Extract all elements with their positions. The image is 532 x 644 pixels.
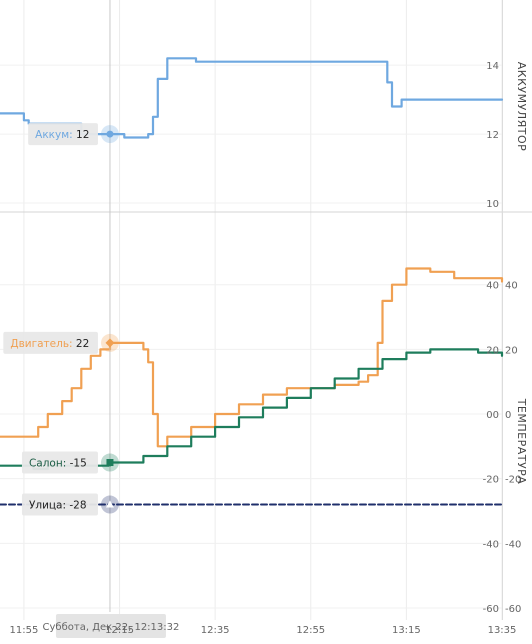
y-tick-label-right: 20 [505, 345, 518, 356]
y-tick-label: 00 [486, 410, 499, 421]
tooltip-series-value: -28 [66, 500, 87, 512]
y-tick-label: -60 [483, 604, 499, 615]
grid [0, 0, 503, 620]
y-tick-label: -40 [483, 539, 499, 550]
tooltip-label-Аккум: Аккум: 12 [35, 129, 89, 141]
tooltip-box-Улица [21, 493, 98, 516]
y-tick-label: 14 [486, 61, 499, 72]
tooltip-series-name: Салон: [29, 458, 66, 470]
series-line-Салон [0, 348, 504, 471]
tooltip-series-name: Аккум: [35, 129, 73, 141]
marker-Аккум [106, 130, 114, 138]
y-axis-title: АККУМУЛЯТОР [515, 62, 528, 151]
tooltip-label-Двигатель: Двигатель: 22 [10, 338, 89, 350]
tooltip-series-value: 12 [73, 129, 90, 141]
tooltips: Аккум: 12 Двигатель: 22 Салон: -15 Улица: -… [3, 123, 119, 516]
y-tick-label-right: 40 [505, 281, 518, 292]
tooltip-label-Улица: Улица: -28 [29, 500, 87, 512]
cursor-time-box [55, 614, 166, 638]
tooltip-series-name: Двигатель: [10, 338, 72, 350]
y-axis-title: ТЕМПЕРАТУРА [515, 398, 528, 485]
tooltip-box-Аккум [28, 123, 98, 146]
y-tick-label-right: 0 [505, 410, 511, 421]
tooltip-box-Двигатель [3, 331, 98, 354]
y-tick-label: 12 [486, 130, 499, 141]
hover-cursor: Суббота, Дек 22, 12:13:32 [43, 0, 180, 638]
y-tick-label: 40 [486, 281, 499, 292]
x-tick-label: 12:55 [296, 625, 325, 636]
tooltip-series-name: Улица: [29, 500, 66, 512]
y-tick-label: 20 [486, 345, 499, 356]
tooltip-series-value: -15 [66, 458, 87, 470]
x-tick-label: 12:35 [201, 625, 230, 636]
x-tick-label: 11:55 [9, 625, 38, 636]
panel-dividers [0, 0, 532, 620]
series-line-Двигатель [0, 267, 504, 448]
x-tick-label: 13:15 [392, 625, 421, 636]
y-tick-label-right: -40 [505, 539, 521, 550]
y-tick-label: 10 [486, 199, 499, 210]
y-tick-label-right: -20 [505, 475, 521, 486]
tooltip-label-Салон: Салон: -15 [29, 458, 87, 470]
cursor-time-label: Суббота, Дек 22, 12:13:32 [43, 622, 180, 633]
marker-Двигатель [105, 338, 115, 348]
marker-Улица [105, 500, 114, 508]
axis-ticks: 11:55 12:15 12:35 12:55 13:15 13:35 14 12 10 АККУ… [9, 61, 528, 636]
tooltip-series-value: 22 [73, 338, 90, 350]
tooltip-box-Салон [21, 451, 98, 474]
y-tick-label-right: -60 [505, 604, 521, 615]
y-tick-label: -20 [483, 475, 499, 486]
marker-Салон [106, 459, 114, 467]
x-tick-label: 12:15 [105, 625, 134, 636]
x-tick-label: 13:35 [488, 625, 517, 636]
